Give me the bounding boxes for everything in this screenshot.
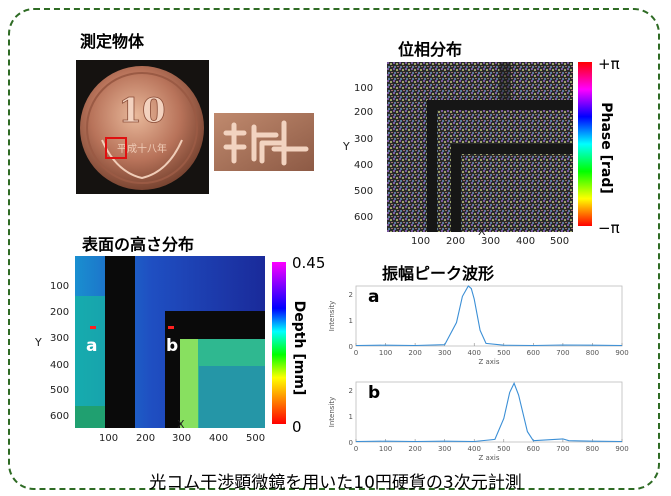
series-line [355,285,623,347]
y-tick-label: 2 [349,291,353,299]
phase-ytick: 300 [354,134,374,145]
marker-a: a [86,336,98,356]
x-tick-label: 500 [497,445,510,453]
x-axis-label: Z axis [478,454,499,462]
x-tick-label: 200 [408,445,421,453]
phase-label: 位相分布 [398,40,463,59]
phase-ylabel: Y [343,140,350,153]
coin-numeral: 10 [118,91,165,131]
phase-xlabel: X [478,225,486,238]
height-colorbar [272,262,286,424]
x-tick-label: 0 [354,445,358,453]
phase-xtick: 100 [411,236,431,247]
y-tick-label: 0 [349,343,353,351]
coin-era: 平成十八年 [117,142,167,155]
height-colorbar-title: Depth [mm] [291,300,307,396]
phase-xtick: 300 [481,236,501,247]
marker-b: b [166,336,179,356]
phase-ytick: 100 [354,83,374,94]
y-tick-label: 1 [349,317,353,325]
phase-colorbar [578,62,592,226]
x-tick-label: 600 [527,349,540,357]
x-tick-label: 400 [468,445,481,453]
x-tick-label: 100 [379,349,392,357]
height-xtick: 400 [209,433,229,444]
object-label: 測定物体 [80,32,145,51]
coin-photo: 10 平成十八年 [76,60,209,194]
panel-letter: a [368,287,379,307]
plot-area [355,285,623,347]
y-axis-label: Intensity [328,397,336,427]
phase-map-image [387,62,573,232]
series-line [355,381,623,443]
height-xtick: 500 [246,433,266,444]
height-ytick: 300 [50,333,70,344]
phase-ytick: 600 [354,212,374,223]
phase-xtick: 400 [516,236,536,247]
height-xtick: 200 [136,433,156,444]
x-tick-label: 400 [468,349,481,357]
phase-ytick: 200 [354,107,374,118]
y-tick-label: 2 [349,387,353,395]
height-colorbar-top: 0.45 [292,254,326,272]
x-tick-label: 500 [497,349,510,357]
phase-xtick: 200 [446,236,466,247]
height-ytick: 200 [50,307,70,318]
x-tick-label: 600 [527,445,540,453]
height-ytick: 500 [50,385,70,396]
figure-caption: 光コム干渉顕微鏡を用いた10円硬貨の3次元計測 [149,473,522,493]
plot-area [355,381,623,443]
x-tick-label: 200 [408,349,421,357]
dashed-frame [8,8,660,490]
coin-zoom-photo [214,113,314,171]
phase-colorbar-title: Phase [rad] [598,102,614,194]
phase-colorbar-top: +π [598,55,620,73]
amplitude-label: 振幅ピーク波形 [382,264,495,283]
height-ytick: 400 [50,360,70,371]
y-axis-label: Intensity [328,301,336,331]
height-label: 表面の高さ分布 [82,235,195,254]
x-tick-label: 900 [615,349,628,357]
phase-xtick: 500 [550,236,570,247]
x-tick-label: 800 [586,445,599,453]
height-xtick: 300 [172,433,192,444]
height-xtick: 100 [99,433,119,444]
height-map-image [75,256,265,428]
x-tick-label: 100 [379,445,392,453]
x-tick-label: 0 [354,349,358,357]
height-ytick: 600 [50,411,70,422]
height-ylabel: Y [35,336,42,349]
x-tick-label: 300 [438,349,451,357]
x-tick-label: 300 [438,445,451,453]
y-tick-label: 0 [349,439,353,447]
height-xlabel: X [177,418,185,431]
y-tick-label: 1 [349,413,353,421]
height-colorbar-title-wrap: Depth [mm] [288,290,308,410]
phase-colorbar-title-wrap: Phase [rad] [595,90,615,210]
x-tick-label: 700 [556,349,569,357]
marker-b-point [168,326,174,329]
x-tick-label: 900 [615,445,628,453]
height-colorbar-bottom: 0 [292,418,302,436]
x-tick-label: 700 [556,445,569,453]
panel-letter: b [368,383,380,403]
x-axis-label: Z axis [478,358,499,366]
coin-highlight-box [105,137,127,159]
phase-colorbar-bottom: −π [598,219,620,237]
phase-ytick: 500 [354,186,374,197]
x-tick-label: 800 [586,349,599,357]
height-ytick: 100 [50,281,70,292]
marker-a-point [90,326,96,329]
phase-ytick: 400 [354,160,374,171]
